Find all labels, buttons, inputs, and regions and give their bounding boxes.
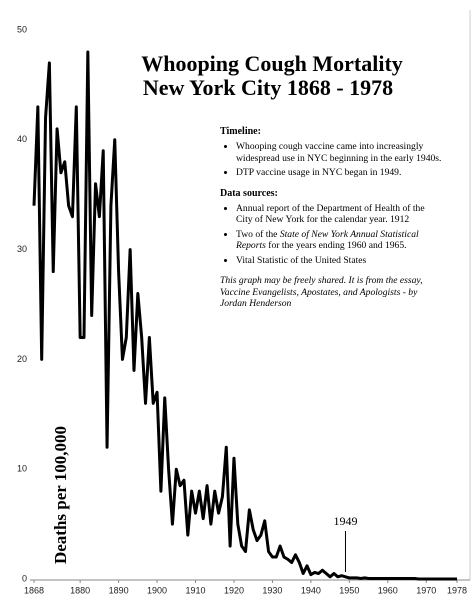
timeline-item: DTP vaccine usage in NYC began in 1949. bbox=[236, 167, 442, 179]
annotation: 1949 bbox=[333, 514, 357, 528]
source-item: Vital Statistic of the United States bbox=[236, 255, 442, 267]
y-tick-label: 40 bbox=[17, 134, 27, 144]
timeline-item: Whooping cough vaccine came into increas… bbox=[236, 141, 442, 164]
source-item: Two of the State of New York Annual Stat… bbox=[236, 229, 442, 252]
x-tick-label: 1890 bbox=[109, 585, 129, 595]
chart-title: Whooping Cough Mortality bbox=[141, 51, 403, 76]
source-text: Two of the bbox=[236, 228, 280, 240]
sources-list: Annual report of the Department of Healt… bbox=[220, 203, 442, 267]
x-tick-label: 1920 bbox=[224, 585, 244, 595]
x-tick-label: 1868 bbox=[24, 585, 44, 595]
x-tick-label: 1978 bbox=[447, 585, 467, 595]
notes-heading: Timeline: bbox=[220, 126, 261, 137]
y-tick-label: 10 bbox=[17, 464, 27, 474]
x-tick-label: 1880 bbox=[70, 585, 90, 595]
x-tick-label: 1940 bbox=[301, 585, 321, 595]
footer-note: This graph may be freely shared. It is f… bbox=[220, 275, 423, 309]
source-text: Vital Statistic of the United States bbox=[236, 254, 367, 266]
x-tick-label: 1900 bbox=[147, 585, 167, 595]
x-tick-label: 1970 bbox=[416, 585, 436, 595]
notes-heading: Data sources: bbox=[220, 187, 278, 199]
y-tick-label: 50 bbox=[17, 24, 27, 34]
source-text: Annual report of the Department of Healt… bbox=[236, 202, 425, 226]
y-tick-label: 0 bbox=[22, 573, 27, 583]
source-item: Annual report of the Department of Healt… bbox=[236, 203, 442, 226]
y-axis-label: Deaths per 100,000 bbox=[51, 426, 70, 564]
y-tick-label: 20 bbox=[17, 354, 27, 364]
notes: Timeline: Whooping cough vaccine came int… bbox=[220, 126, 442, 310]
y-tick-label: 30 bbox=[17, 244, 27, 254]
x-tick-label: 1910 bbox=[185, 585, 205, 595]
x-tick-label: 1930 bbox=[262, 585, 282, 595]
source-text: State of New York Annual Statistical Rep… bbox=[236, 228, 419, 252]
data-line bbox=[32, 50, 457, 581]
timeline-list: Whooping cough vaccine came into increas… bbox=[220, 141, 442, 179]
source-text: for the years ending 1960 and 1965. bbox=[265, 240, 407, 251]
x-tick-label: 1950 bbox=[339, 585, 359, 595]
x-tick-label: 1960 bbox=[378, 585, 398, 595]
chart-title: New York City 1868 - 1978 bbox=[143, 75, 393, 100]
